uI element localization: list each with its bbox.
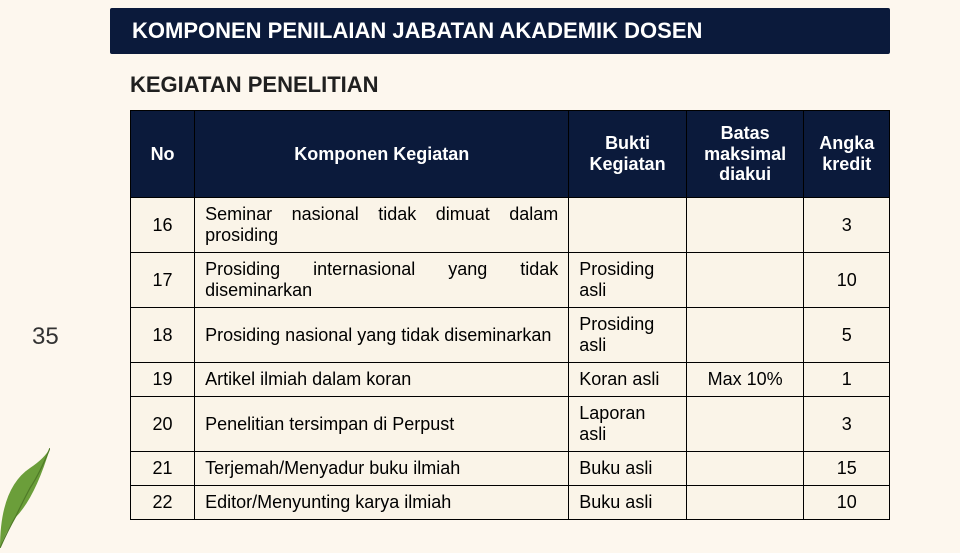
cell-kredit: 15 (804, 452, 890, 486)
cell-bukti: Prosiding asli (569, 308, 687, 363)
assessment-table: No Komponen Kegiatan Bukti Kegiatan Bata… (130, 110, 890, 520)
table-row: 16Seminar nasional tidak dimuat dalam pr… (131, 198, 890, 253)
cell-komponen: Terjemah/Menyadur buku ilmiah (195, 452, 569, 486)
table-row: 20Penelitian tersimpan di PerpustLaporan… (131, 397, 890, 452)
cell-kredit: 1 (804, 363, 890, 397)
cell-bukti: Koran asli (569, 363, 687, 397)
cell-komponen: Penelitian tersimpan di Perpust (195, 397, 569, 452)
cell-komponen: Editor/Menyunting karya ilmiah (195, 486, 569, 520)
cell-no: 22 (131, 486, 195, 520)
cell-no: 18 (131, 308, 195, 363)
cell-no: 19 (131, 363, 195, 397)
table-row: 17Prosiding internasional yang tidak dis… (131, 253, 890, 308)
cell-komponen: Prosiding internasional yang tidak disem… (195, 253, 569, 308)
table-row: 18Prosiding nasional yang tidak disemina… (131, 308, 890, 363)
cell-batas (686, 452, 804, 486)
col-header-batas: Batas maksimal diakui (686, 111, 804, 198)
cell-komponen: Prosiding nasional yang tidak diseminark… (195, 308, 569, 363)
cell-batas (686, 308, 804, 363)
cell-batas (686, 397, 804, 452)
cell-batas (686, 486, 804, 520)
cell-bukti: Laporan asli (569, 397, 687, 452)
cell-no: 21 (131, 452, 195, 486)
cell-batas (686, 253, 804, 308)
cell-bukti: Buku asli (569, 452, 687, 486)
cell-kredit: 10 (804, 486, 890, 520)
cell-bukti: Buku asli (569, 486, 687, 520)
col-header-komponen: Komponen Kegiatan (195, 111, 569, 198)
table-header-row: No Komponen Kegiatan Bukti Kegiatan Bata… (131, 111, 890, 198)
cell-kredit: 10 (804, 253, 890, 308)
cell-kredit: 3 (804, 198, 890, 253)
cell-kredit: 3 (804, 397, 890, 452)
page-number: 35 (32, 323, 59, 351)
section-subtitle: KEGIATAN PENELITIAN (130, 72, 960, 98)
cell-no: 17 (131, 253, 195, 308)
page-title: KOMPONEN PENILAIAN JABATAN AKADEMIK DOSE… (110, 8, 890, 54)
cell-batas: Max 10% (686, 363, 804, 397)
table-row: 19Artikel ilmiah dalam koranKoran asliMa… (131, 363, 890, 397)
col-header-bukti: Bukti Kegiatan (569, 111, 687, 198)
cell-komponen: Seminar nasional tidak dimuat dalam pros… (195, 198, 569, 253)
col-header-no: No (131, 111, 195, 198)
cell-bukti: Prosiding asli (569, 253, 687, 308)
cell-kredit: 5 (804, 308, 890, 363)
cell-batas (686, 198, 804, 253)
cell-bukti (569, 198, 687, 253)
table-row: 22Editor/Menyunting karya ilmiahBuku asl… (131, 486, 890, 520)
cell-no: 20 (131, 397, 195, 452)
col-header-kredit: Angka kredit (804, 111, 890, 198)
cell-komponen: Artikel ilmiah dalam koran (195, 363, 569, 397)
table-row: 21Terjemah/Menyadur buku ilmiahBuku asli… (131, 452, 890, 486)
cell-no: 16 (131, 198, 195, 253)
assessment-table-wrap: No Komponen Kegiatan Bukti Kegiatan Bata… (130, 110, 890, 520)
leaf-decoration-icon (0, 448, 50, 548)
